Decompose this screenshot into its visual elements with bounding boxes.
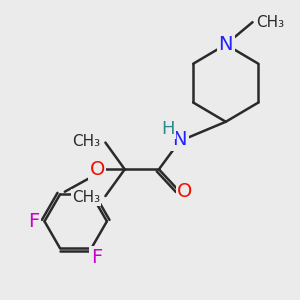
Text: F: F (91, 248, 102, 267)
Text: H: H (162, 120, 175, 138)
Text: N: N (218, 35, 233, 54)
Text: O: O (177, 182, 193, 201)
Text: O: O (89, 160, 105, 179)
Text: CH₃: CH₃ (256, 15, 284, 30)
Text: N: N (172, 130, 187, 149)
Text: CH₃: CH₃ (72, 134, 100, 148)
Text: F: F (28, 212, 40, 231)
Text: CH₃: CH₃ (72, 190, 100, 205)
